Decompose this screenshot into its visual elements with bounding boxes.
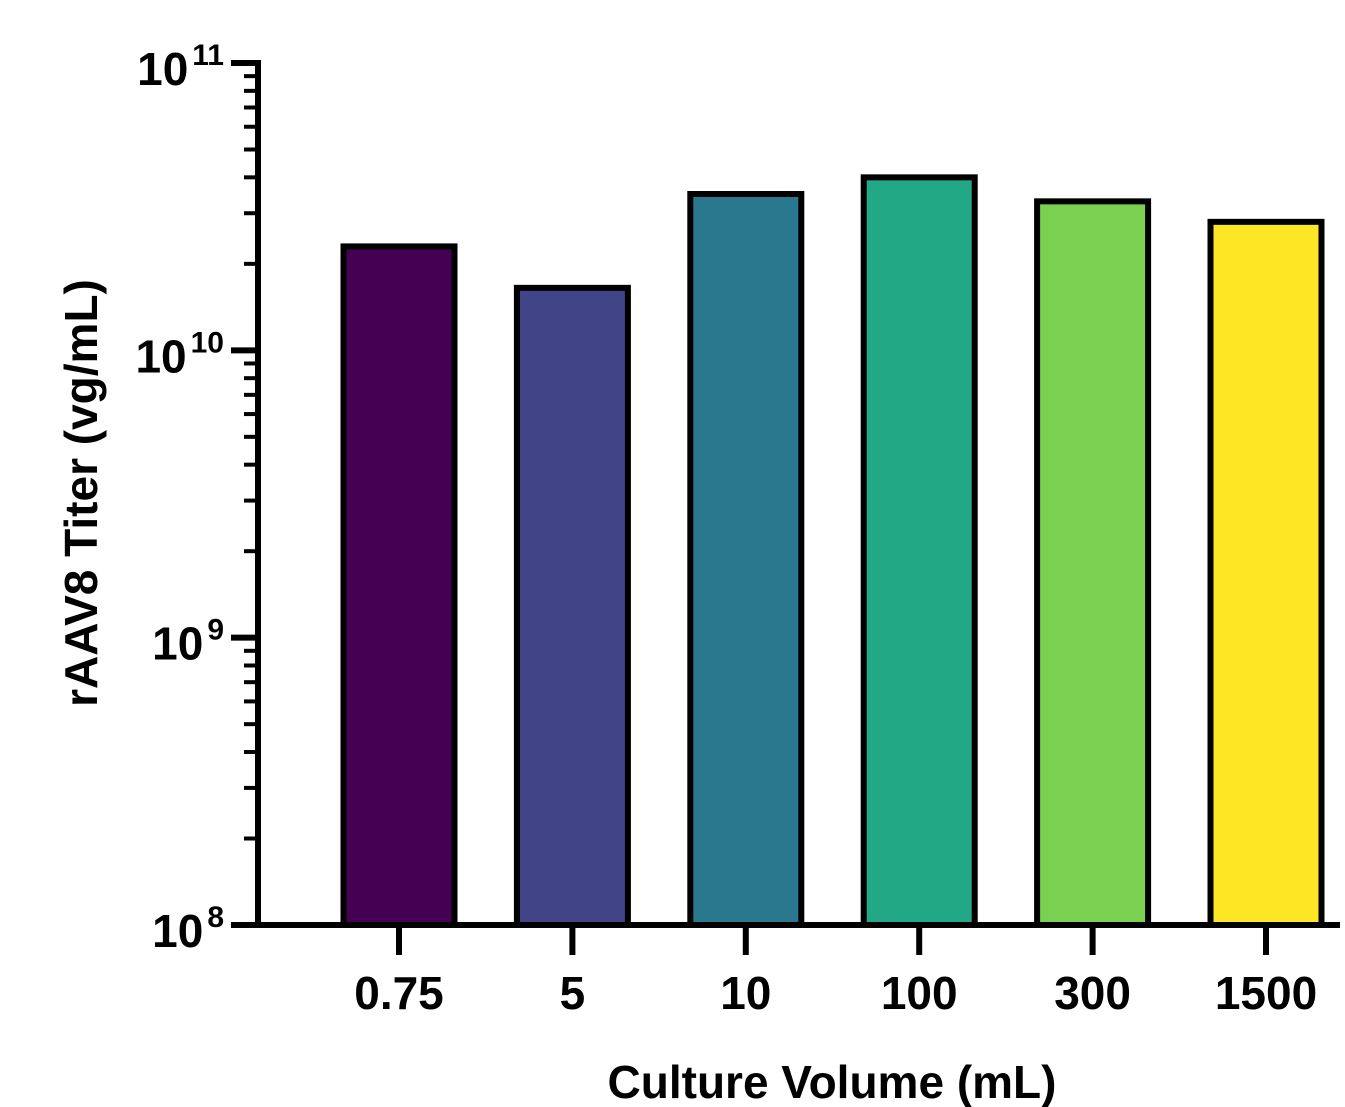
y-tick-label-exponent: 8 <box>207 901 224 934</box>
bar-0.75 <box>340 243 458 929</box>
y-tick-label-base: 10 <box>152 905 203 957</box>
y-tick-label-base: 10 <box>135 330 186 382</box>
y-tick-label-1e8: 10 8 <box>152 901 224 957</box>
x-axis-title: Culture Volume (mL) <box>608 1056 1057 1107</box>
y-tick-label-1e9: 10 9 <box>152 614 224 670</box>
y-tick-label-1e11: 10 11 <box>137 39 224 95</box>
x-tick-label-0.75: 0.75 <box>354 967 444 1019</box>
y-tick-label-base: 10 <box>152 618 203 670</box>
x-tick-label-300: 300 <box>1054 967 1131 1019</box>
y-tick-label-exponent: 11 <box>192 39 224 72</box>
y-axis-title: rAAV8 Titer (vg/mL) <box>55 279 107 707</box>
bar-1500 <box>1207 218 1325 929</box>
x-tick-label-10: 10 <box>720 967 771 1019</box>
y-tick-label-exponent: 10 <box>191 326 224 359</box>
x-tick-label-5: 5 <box>560 967 586 1019</box>
y-tick-label-base: 10 <box>137 43 188 95</box>
bar-300 <box>1034 198 1152 929</box>
x-tick-label-1500: 1500 <box>1215 967 1317 1019</box>
bar-5 <box>513 284 631 928</box>
bar-10 <box>687 191 805 928</box>
y-tick-label-exponent: 9 <box>207 614 224 647</box>
x-tick-label-100: 100 <box>881 967 958 1019</box>
y-tick-label-1e10: 10 10 <box>135 326 224 382</box>
bar-100 <box>860 174 978 928</box>
